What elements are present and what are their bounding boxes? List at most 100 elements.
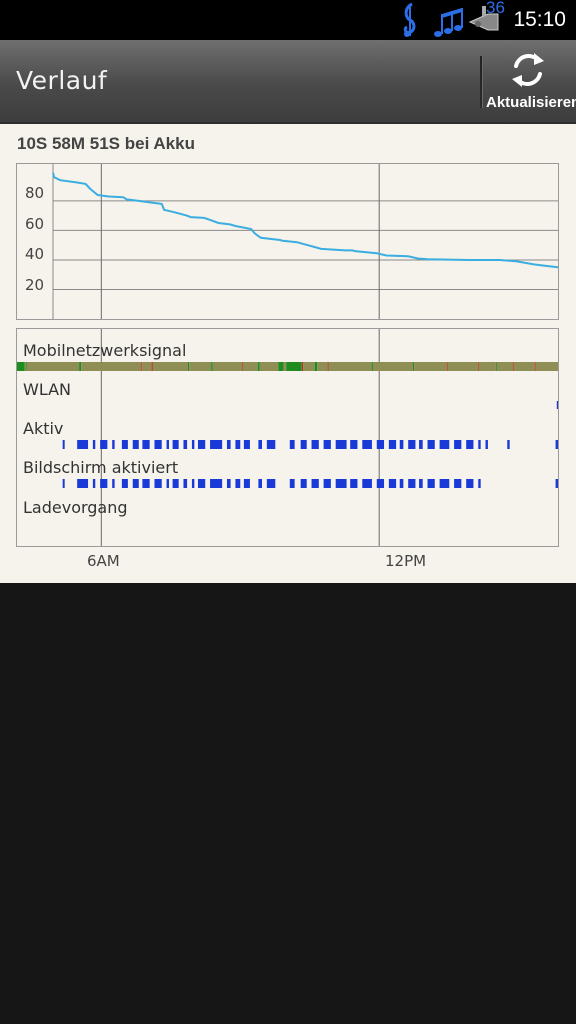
signal-segment [152,362,188,371]
music-note-icon [403,2,416,37]
signal-segment [513,362,535,371]
signal-segment [478,362,496,371]
signal-segment [414,362,447,371]
screen-on-segment [210,479,223,488]
active-segment [289,440,295,449]
signal-segment [242,362,258,371]
active-segment [485,440,488,449]
active-segment [323,440,331,449]
screen-on-segment [376,479,385,488]
active-segment [419,440,423,449]
signal-segment [371,362,373,371]
active-segment [132,440,139,449]
screen-on-segment [478,479,481,488]
screen-on-segment [300,479,307,488]
screen-on-segment [112,479,115,488]
active-segment [555,440,558,449]
signal-segment [79,362,82,371]
signal-segment [212,362,243,371]
screen-on-segment [454,479,462,488]
active-segment [350,440,358,449]
screen-on-segment [172,479,179,488]
x-tick-label: 6AM [87,552,120,570]
signal-segment [413,362,415,371]
screen-on-segment [121,479,128,488]
active-segment [210,440,223,449]
signal-segment [26,362,80,371]
active-segment [112,440,115,449]
screen-on-segment [427,479,435,488]
screen-on-segment [166,479,169,488]
signal-segment [477,362,479,371]
signal-segment [447,362,478,371]
active-segment [266,440,276,449]
signal-segment [17,362,25,371]
screen-on-segment [142,479,150,488]
clock: 15:10 [513,8,566,31]
screen-on-segment [92,479,96,488]
wifi-label: WLAN [23,380,72,399]
y-tick-label: 40 [25,245,45,263]
active-segment [362,440,372,449]
signal-segment [496,362,513,371]
active-segment [300,440,307,449]
signal-segment [142,362,152,371]
signal-segment [314,362,318,371]
signal-segment [259,362,279,371]
active-segment [62,440,65,449]
active-segment [77,440,89,449]
signal-segment [242,362,244,371]
screen-on-segment [266,479,276,488]
signal-segment [303,362,315,371]
screen-on-segment [183,479,188,488]
active-segment [243,440,250,449]
signal-segment [372,362,414,371]
notification-count: 36 [486,0,505,17]
screen-on-segment [77,479,89,488]
signal-segment [211,362,213,371]
history-content: 10S 58M 51S bei Akku 80 60 40 20 Mobilne… [0,124,576,583]
active-segment [466,440,474,449]
battery-chart: 80 60 40 20 [16,163,559,320]
active-segment [235,440,241,449]
screen-on-segment [399,479,404,488]
screen-on-segment [555,479,558,488]
screen-on-segment [289,479,295,488]
wifi-segment [556,401,558,409]
trumpet-icon [468,6,499,31]
page-title: Verlauf [16,66,108,95]
active-segment [454,440,462,449]
signal-segment [328,362,372,371]
signal-segment [512,362,514,371]
active-segment [399,440,404,449]
screen-on-segment [62,479,65,488]
active-segment [142,440,150,449]
refresh-button[interactable]: Aktualisieren [484,40,576,122]
active-segment [154,440,162,449]
active-label: Aktiv [23,419,64,438]
screen-on-segment [243,479,250,488]
active-segment [226,440,231,449]
screen-on-segment [100,479,108,488]
signal-segment [81,362,142,371]
y-tick-label: 60 [25,215,45,233]
signal-segment [187,362,190,371]
x-tick-label: 12PM [385,552,427,570]
refresh-icon [512,53,544,87]
screen-on-segment [335,479,347,488]
y-tick-label: 20 [25,276,45,294]
signal-segment [283,362,287,371]
signal-segment [327,362,329,371]
battery-chart-svg [52,164,558,319]
active-segment [197,440,206,449]
y-tick-label: 80 [25,184,45,202]
signal-segment [286,362,302,371]
active-segment [183,440,188,449]
battery-summary: 10S 58M 51S bei Akku [17,134,195,153]
signal-segment [317,362,328,371]
signal-segment [151,362,153,371]
charging-label: Ladevorgang [23,498,128,517]
active-segment [191,440,195,449]
action-bar-divider [480,56,482,108]
active-segment [408,440,416,449]
